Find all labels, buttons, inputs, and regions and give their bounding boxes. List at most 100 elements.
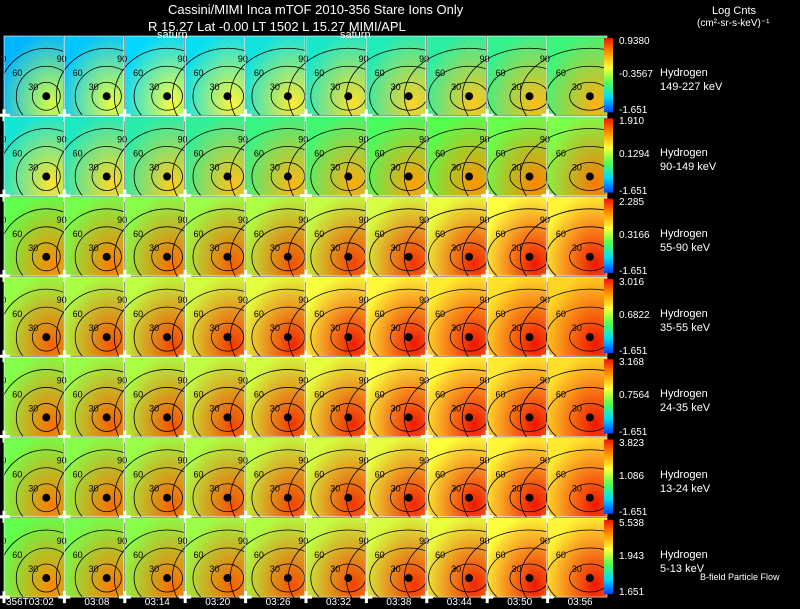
contour-label: 90 xyxy=(359,54,369,64)
contour-label: 30 xyxy=(330,564,340,574)
contour-label: 90 xyxy=(419,375,429,385)
contour-label: 90 xyxy=(0,215,6,225)
cell-frame xyxy=(305,356,366,437)
contour-label: 90 xyxy=(540,456,550,466)
contour-label: 60 xyxy=(133,229,143,239)
contour-label: 90 xyxy=(359,295,369,305)
contour-label: 30 xyxy=(209,163,219,173)
contour-label: 90 xyxy=(359,536,369,546)
x-tick-label: 03:26 xyxy=(265,597,291,608)
contour-label: 90 xyxy=(117,536,127,546)
contour-label: 30 xyxy=(572,243,582,253)
contour-label: 30 xyxy=(330,403,340,413)
planet-marker xyxy=(585,333,594,342)
contour-label: 90 xyxy=(177,215,187,225)
cell-frame xyxy=(3,437,64,518)
contour-label: 60 xyxy=(12,68,22,78)
contour-line xyxy=(210,403,244,432)
contour-label: 30 xyxy=(28,163,38,173)
contour-label: 30 xyxy=(28,243,38,253)
cell-frame xyxy=(366,437,427,518)
contour-label: 30 xyxy=(28,564,38,574)
contour-label: 30 xyxy=(149,82,159,92)
contour-label: 30 xyxy=(89,163,99,173)
cell-frame xyxy=(426,116,487,196)
contour-label: 60 xyxy=(73,229,83,239)
planet-marker xyxy=(404,172,413,181)
cell-frame xyxy=(64,517,125,598)
row-energy: 55-90 keV xyxy=(660,241,711,254)
row-energy: 13-24 keV xyxy=(660,482,711,495)
contour-label: 90 xyxy=(359,456,369,466)
cell-frame xyxy=(305,517,366,598)
colorbar-min: -1.651 xyxy=(619,185,648,197)
planet-marker xyxy=(223,574,232,583)
planet-marker xyxy=(102,92,111,101)
overlay-label: saturn xyxy=(157,29,188,41)
colorbar-max: 2.285 xyxy=(619,196,645,208)
planet-marker xyxy=(465,493,474,502)
planet-marker xyxy=(404,92,413,101)
planet-marker xyxy=(102,413,111,422)
cross-marker xyxy=(58,591,71,604)
contour-label: 60 xyxy=(73,550,83,560)
x-tick-label: 03:56 xyxy=(567,597,593,608)
contour-label: 60 xyxy=(12,470,22,480)
colorbar-max: 0.9380 xyxy=(619,36,650,47)
colorbar xyxy=(604,278,613,354)
contour-label: 60 xyxy=(73,470,83,480)
contour-label: 60 xyxy=(556,68,566,78)
contour-label: 60 xyxy=(375,470,385,480)
contour-label: 30 xyxy=(209,564,219,574)
contour-label: 90 xyxy=(0,295,6,305)
contour-label: 90 xyxy=(479,135,489,145)
contour-label: 60 xyxy=(73,309,83,319)
contour-line xyxy=(91,403,122,432)
planet-marker xyxy=(525,252,534,261)
contour-label: 90 xyxy=(419,295,429,305)
cell-frame xyxy=(64,196,125,277)
contour-label: 90 xyxy=(359,375,369,385)
contour-line xyxy=(270,403,306,432)
planet-marker xyxy=(42,252,51,261)
cell-frame xyxy=(245,196,306,277)
contour-label: 60 xyxy=(314,68,324,78)
planet-marker xyxy=(344,92,353,101)
contour-line xyxy=(31,322,61,352)
contour-label: 60 xyxy=(375,309,385,319)
row-species: Hydrogen xyxy=(660,388,708,401)
contour-label: 90 xyxy=(238,536,248,546)
planet-marker xyxy=(585,172,594,181)
contour-line xyxy=(31,563,61,593)
contour-label: 90 xyxy=(57,215,67,225)
contour-label: 90 xyxy=(419,54,429,64)
colorbar-max: 3.823 xyxy=(619,437,645,449)
planet-marker xyxy=(42,413,51,422)
x-tick-label: 03:44 xyxy=(446,597,472,608)
contour-label: 30 xyxy=(149,163,159,173)
cell-frame xyxy=(3,196,64,277)
contour-label: 30 xyxy=(28,484,38,494)
contour-label: 30 xyxy=(391,323,401,333)
cell-frame xyxy=(3,35,64,116)
contour-label: 30 xyxy=(209,484,219,494)
planet-marker xyxy=(223,172,232,181)
cell-frame xyxy=(3,116,64,196)
contour-label: 30 xyxy=(572,163,582,173)
cell-frame xyxy=(3,276,64,357)
contour-label: 60 xyxy=(133,68,143,78)
contour-label: 60 xyxy=(495,550,505,560)
contour-label: 60 xyxy=(254,309,264,319)
contour-label: 90 xyxy=(177,456,187,466)
contour-label: 30 xyxy=(149,243,159,253)
contour-label: 30 xyxy=(89,484,99,494)
contour-label: 30 xyxy=(89,403,99,413)
row-energy: 90-149 keV xyxy=(660,161,717,174)
cell-frame xyxy=(486,276,547,357)
contour-label: 60 xyxy=(556,389,566,399)
planet-marker xyxy=(525,333,534,342)
contour-label: 30 xyxy=(511,243,521,253)
contour-label: 30 xyxy=(511,403,521,413)
cell-frame xyxy=(486,196,547,277)
